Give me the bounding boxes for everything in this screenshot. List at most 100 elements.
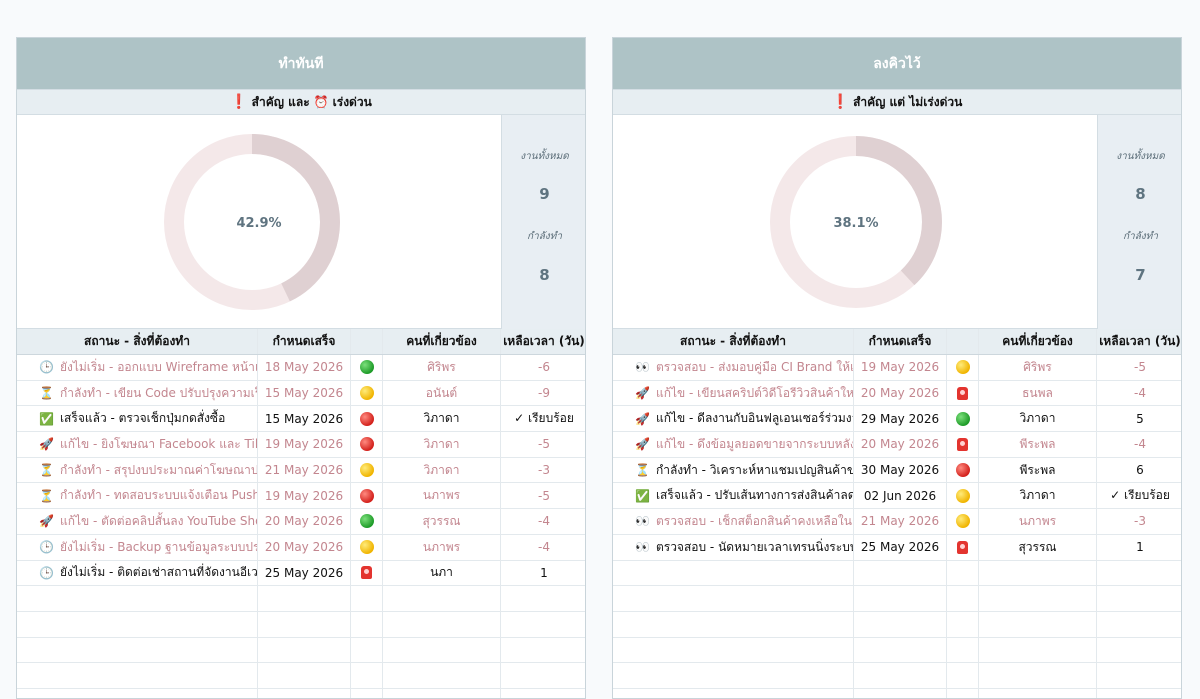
table-row[interactable]: 👀 ตรวจสอบ - เช็กสต็อกสินค้าคงเหลือในคลัง 2… [613,509,1181,535]
priority-flag-cell [351,509,383,534]
table-row[interactable] [613,560,1181,587]
priority-flag-cell [947,663,979,688]
person-cell: นภาพร [383,534,501,560]
days-left-cell: -4 [538,540,550,555]
days-left-cell: 1 [1136,540,1144,555]
person-cell [383,611,501,637]
task-cell: 👀 ตรวจสอบ - เช็กสต็อกสินค้าคงเหลือในคลัง [613,509,854,534]
priority-flag-cell [351,483,383,509]
person-cell [383,688,501,698]
due-date-cell [854,637,947,663]
person-cell [979,663,1097,688]
priority-flag-cell [351,688,383,698]
due-date-cell: 19 May 2026 [258,432,351,457]
total-tasks-value: 9 [539,185,550,203]
table-row[interactable]: 🕒 ยังไม่เริ่ม - ออกแบบ Wireframe หน้าแรก 1… [17,355,585,381]
table-row[interactable] [613,688,1181,698]
table-row[interactable]: 👀 ตรวจสอบ - ส่งมอบคู่มือ CI Brand ให้แผนก… [613,355,1181,381]
due-date-cell: 15 May 2026 [258,406,351,432]
table-row[interactable] [17,586,585,612]
due-date-cell: 25 May 2026 [258,560,351,586]
red-circle-icon [359,437,374,452]
priority-flag-cell [947,586,979,611]
table-header: สถานะ - สิ่งที่ต้องทำ กำหนดเสร็จ คนที่เก… [613,329,1181,355]
table-row[interactable] [17,688,585,698]
days-left-cell: ✓ เรียบร้อย [1110,488,1170,503]
priority-flag-cell [351,663,383,688]
red-circle-icon [955,463,970,478]
table-row[interactable]: ⏳ กำลังทำ - ทดสอบระบบแจ้งเตือน Push Notif… [17,483,585,510]
donut-percent-label: 42.9% [236,216,281,231]
status-icon: ⏳ [635,463,650,478]
person-cell: นภา [383,560,501,586]
table-row[interactable]: 🚀 แก้ไข - ตัดต่อคลิปสั้นลง YouTube Shorts… [17,509,585,535]
task-cell [613,663,854,688]
status-icon: 👀 [635,540,650,555]
table-row[interactable]: ✅ เสร็จแล้ว - ปรับเส้นทางการส่งสินค้าลดต้… [613,483,1181,510]
priority-flag-cell [947,483,979,509]
due-date-cell: 19 May 2026 [258,483,351,509]
due-date-cell: 19 May 2026 [854,355,947,380]
table-row[interactable]: 🚀 แก้ไข - ดีลงานกับอินฟลูเอนเซอร์ร่วมงาน 2… [613,406,1181,433]
task-cell: ⏳ กำลังทำ - สรุปงบประมาณค่าโฆษณาประจำเดือ… [17,457,258,483]
days-left-cell [501,689,585,698]
header-status-task: สถานะ - สิ่งที่ต้องทำ [613,329,854,354]
task-text: กำลังทำ - สรุปงบประมาณค่าโฆษณาประจำเดือน [59,462,257,477]
person-cell [979,688,1097,698]
table-row[interactable] [17,611,585,638]
table-row[interactable] [17,663,585,689]
green-circle-icon [955,411,970,426]
yellow-circle-icon [955,514,970,529]
days-left-cell [1097,638,1181,663]
task-text: ยังไม่เริ่ม - Backup ฐานข้อมูลระบบประจำส… [59,539,257,554]
due-date-cell: 15 May 2026 [258,380,351,406]
table-row[interactable] [613,611,1181,638]
donut-percent-label: 38.1% [833,216,878,231]
person-cell: พีระพล [979,432,1097,457]
task-cell: 🕒 ยังไม่เริ่ม - ออกแบบ Wireframe หน้าแรก [17,355,258,380]
table-row[interactable] [613,663,1181,689]
days-left-cell: 5 [1136,411,1144,426]
task-cell: ⏳ กำลังทำ - ทดสอบระบบแจ้งเตือน Push Notif… [17,483,258,509]
subtitle-text-b: เร่งด่วน [332,94,372,109]
due-date-cell: 29 May 2026 [854,406,947,432]
table-row[interactable]: ⏳ กำลังทำ - วิเคราะห์หาแชมเปญสินค้าขายดี3… [613,457,1181,484]
table-row[interactable]: ✅ เสร็จแล้ว - ตรวจเช็กปุ่มกดสั่งซื้อ 15 Ma… [17,406,585,433]
status-icon: 🕒 [39,540,54,555]
table-row[interactable]: 🚀 แก้ไข - เขียนสคริปต์วิดีโอรีวิวสินค้าให… [613,380,1181,407]
days-left-cell [1097,663,1181,688]
table-row[interactable] [613,586,1181,612]
task-text: กำลังทำ - เขียน Code ปรับปรุงความเร็วเว็… [59,385,257,400]
status-icon: 👀 [635,360,650,375]
table-row[interactable]: 🚀 แก้ไข - ดึงข้อมูลยอดขายจากระบบหลังบ้าน2… [613,432,1181,458]
status-icon: 🚀 [39,437,54,452]
task-text: ตรวจสอบ - ส่งมอบคู่มือ CI Brand ให้แผนก [655,359,853,374]
task-text: แก้ไข - ดึงข้อมูลยอดขายจากระบบหลังบ้าน [655,436,853,451]
subtitle-text-a: สำคัญ และ [251,94,310,109]
table-row[interactable]: ⏳ กำลังทำ - สรุปงบประมาณค่าโฆษณาประจำเดือ… [17,457,585,484]
table-row[interactable]: ⏳ กำลังทำ - เขียน Code ปรับปรุงความเร็วเว… [17,380,585,407]
table-row[interactable]: 👀 ตรวจสอบ - นัดหมายเวลาเทรนนิ่งระบบภายใน2… [613,534,1181,561]
task-text: ตรวจสอบ - นัดหมายเวลาเทรนนิ่งระบบภายใน [655,539,853,554]
status-icon: 🚀 [635,437,650,452]
priority-flag-cell [351,586,383,611]
task-cell [613,637,854,663]
table-body: 👀 ตรวจสอบ - ส่งมอบคู่มือ CI Brand ให้แผนก… [613,355,1181,698]
green-circle-icon [359,360,374,375]
days-left-cell [501,612,585,637]
yellow-circle-icon [359,386,374,401]
panel-title: ลงคิวไว้ [613,38,1181,89]
in-progress-value: 7 [1135,266,1146,284]
task-cell: 🚀 แก้ไข - ยิงโฆษณา Facebook และ TikTok [17,432,258,457]
task-cell: 🕒 ยังไม่เริ่ม - Backup ฐานข้อมูลระบบประจำ… [17,534,258,560]
task-cell [17,637,258,663]
table-row[interactable] [613,637,1181,664]
table-row[interactable]: 🕒 ยังไม่เริ่ม - Backup ฐานข้อมูลระบบประจำ… [17,534,585,561]
table-row[interactable]: 🚀 แก้ไข - ยิงโฆษณา Facebook และ TikTok19 … [17,432,585,458]
table-row[interactable]: 🕒 ยังไม่เริ่ม - ติดต่อเช่าสถานที่จัดงานอี… [17,560,585,587]
status-icon: 🕒 [39,565,54,580]
table-row[interactable] [17,637,585,664]
due-date-cell: 30 May 2026 [854,457,947,483]
task-table: สถานะ - สิ่งที่ต้องทำ กำหนดเสร็จ คนที่เก… [613,329,1181,698]
header-days-left: เหลือเวลา (วัน) [503,334,585,348]
